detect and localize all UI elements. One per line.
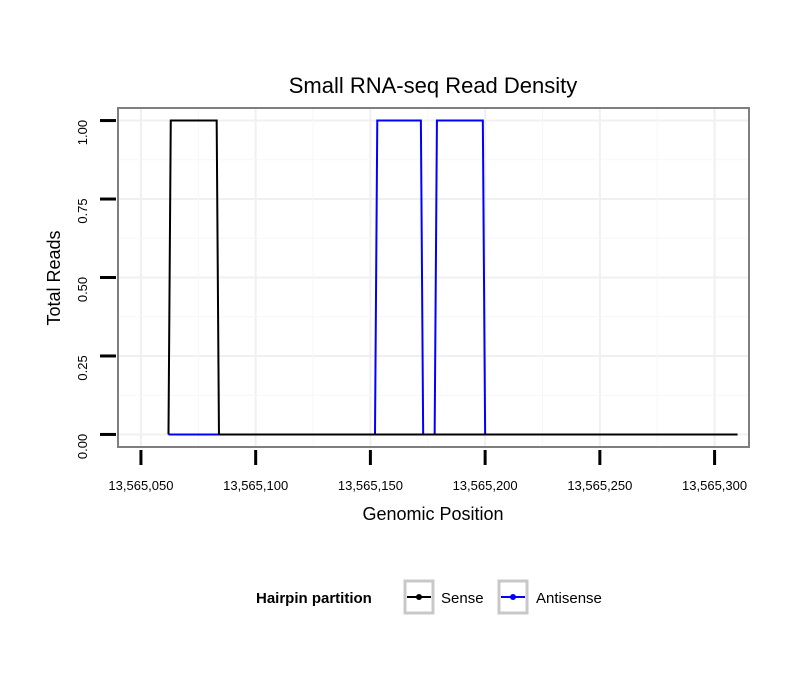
legend-item-antisense[interactable]: Antisense <box>497 579 602 615</box>
legend-item-sense[interactable]: Sense <box>403 579 484 615</box>
x-tick-label: 13,565,050 <box>108 478 173 493</box>
series-layer <box>167 119 738 436</box>
legend-point-sense <box>416 594 422 600</box>
y-axis-title: Total Reads <box>44 230 64 325</box>
legend-point-antisense <box>510 594 516 600</box>
y-tick-label: 0.75 <box>75 198 90 223</box>
plot-border <box>117 107 750 448</box>
y-tick-label: 0.00 <box>75 434 90 459</box>
legend-title: Hairpin partition <box>256 590 372 607</box>
series-line-sense <box>167 119 738 436</box>
y-tick-label: 0.50 <box>75 277 90 302</box>
y-tick-label: 0.25 <box>75 355 90 380</box>
grid <box>118 108 749 447</box>
x-tick-label: 13,565,250 <box>567 478 632 493</box>
legend-label-sense: Sense <box>441 590 484 607</box>
x-axis: 13,565,050 13,565,100 13,565,150 13,565,200… <box>108 450 747 493</box>
x-axis-title: Genomic Position <box>362 504 503 524</box>
x-tick-label: 13,565,200 <box>453 478 518 493</box>
x-tick-label: 13,565,150 <box>338 478 403 493</box>
y-axis: 0.00 0.25 0.50 0.75 1.00 <box>75 119 116 459</box>
y-tick-label: 1.00 <box>75 120 90 145</box>
legend-label-antisense: Antisense <box>536 590 602 607</box>
chart-title: Small RNA-seq Read Density <box>289 73 578 98</box>
x-tick-label: 13,565,100 <box>223 478 288 493</box>
legend: Hairpin partition Sense Antisense <box>256 579 602 615</box>
x-tick-label: 13,565,300 <box>682 478 747 493</box>
